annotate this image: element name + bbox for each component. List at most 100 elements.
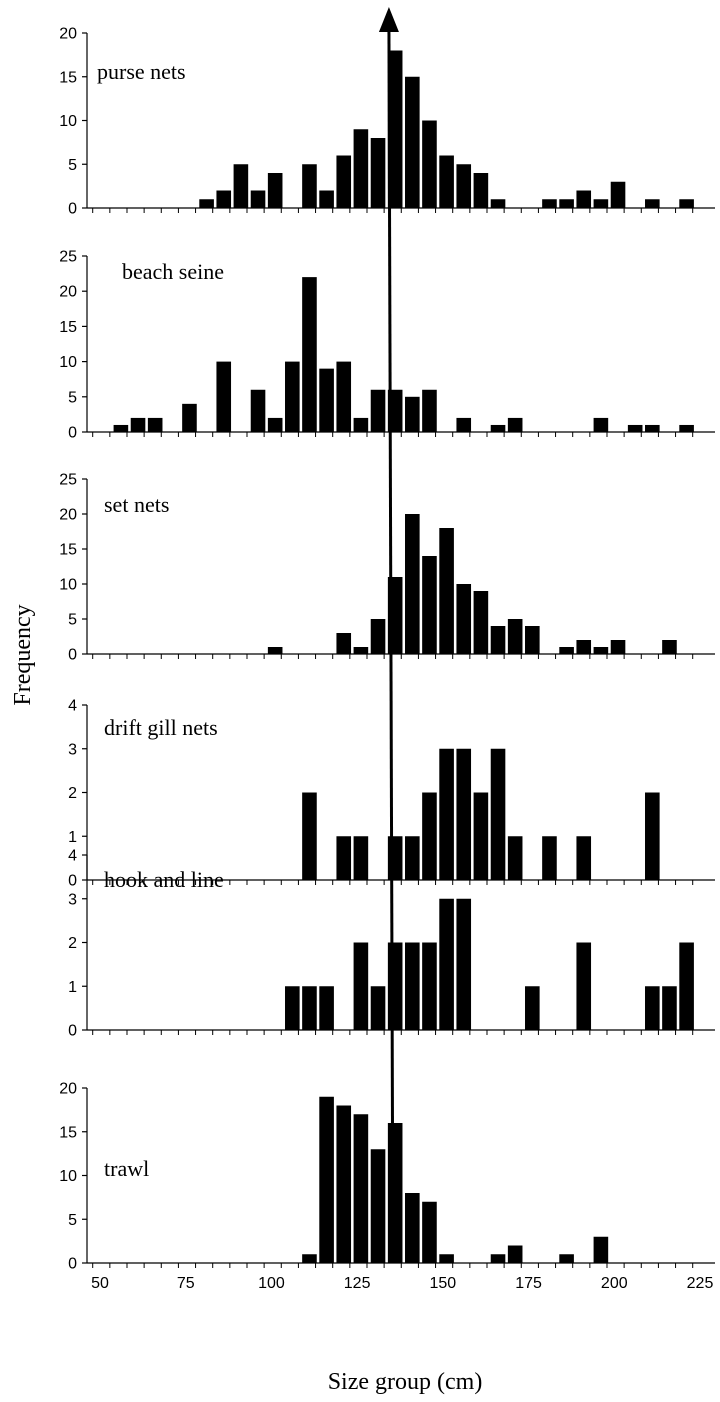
bar — [319, 986, 334, 1030]
y-tick-label: 15 — [59, 542, 77, 559]
y-tick-label: 25 — [59, 249, 77, 266]
bar — [336, 1105, 352, 1263]
bar — [507, 1245, 523, 1263]
x-tick-label: 100 — [258, 1275, 285, 1292]
bar — [473, 173, 489, 208]
bar — [456, 417, 472, 432]
y-tick-label: 5 — [68, 157, 77, 174]
bar — [593, 417, 609, 432]
x-tick-label: 175 — [515, 1275, 542, 1292]
reference-arrow-icon — [378, 7, 399, 32]
bar — [113, 424, 129, 432]
bar — [405, 1193, 420, 1263]
y-tick-label: 15 — [59, 319, 77, 336]
bar — [182, 403, 197, 432]
panel-4: 0 1 2 3 4 drift gill nets — [68, 698, 715, 890]
x-tick-label: 225 — [687, 1275, 714, 1292]
y-tick-label: 0 — [68, 1023, 77, 1040]
bar — [456, 748, 472, 880]
bar — [525, 986, 540, 1030]
bar — [405, 76, 420, 208]
y-tick-label: 20 — [59, 1081, 77, 1098]
y-tick-label: 3 — [68, 891, 77, 908]
y-tick-label: 20 — [59, 507, 77, 524]
bar — [593, 647, 609, 654]
y-tick-label: 20 — [59, 26, 77, 43]
y-tick-label: 1 — [68, 829, 77, 846]
bar — [387, 942, 403, 1030]
bar — [353, 129, 369, 208]
bar — [645, 424, 660, 432]
bar — [559, 199, 574, 208]
bar — [627, 424, 643, 432]
bar — [645, 792, 660, 880]
bar — [233, 164, 249, 208]
panel-2: 0 5 10 15 20 25 beach seine — [59, 249, 715, 442]
panel-title: beach seine — [122, 259, 224, 284]
bar — [353, 1114, 369, 1263]
panel-title: drift gill nets — [104, 715, 218, 740]
bar — [353, 647, 369, 654]
bar — [267, 173, 283, 208]
bar — [456, 164, 472, 208]
y-tick-label: 10 — [59, 577, 77, 594]
bar — [370, 1149, 386, 1263]
bar — [285, 986, 300, 1030]
bar — [576, 640, 592, 654]
reference-line — [387, 25, 395, 1264]
x-tick-label: 125 — [344, 1275, 371, 1292]
bar — [422, 120, 437, 208]
y-tick-label: 0 — [68, 1256, 77, 1273]
panel-title: trawl — [104, 1156, 149, 1181]
y-tick-label: 15 — [59, 69, 77, 86]
bar — [456, 584, 472, 654]
bar — [387, 836, 403, 880]
x-axis-tick-labels: 50 75 100 125 150 175 200 225 — [91, 1275, 713, 1292]
bar — [267, 417, 283, 432]
bar — [473, 591, 489, 654]
y-tick-label: 10 — [59, 113, 77, 130]
y-tick-label: 0 — [68, 425, 77, 442]
bar — [559, 647, 574, 654]
y-tick-label: 10 — [59, 354, 77, 371]
bar — [610, 181, 626, 208]
bar — [336, 633, 352, 654]
bar — [422, 942, 437, 1030]
bar — [525, 626, 540, 654]
bar — [679, 942, 694, 1030]
bar — [353, 836, 369, 880]
bar — [353, 942, 369, 1030]
bar — [439, 155, 454, 208]
bar — [507, 417, 523, 432]
y-tick-label: 25 — [59, 472, 77, 489]
y-tick-label: 4 — [68, 698, 77, 715]
x-tick-label: 150 — [430, 1275, 457, 1292]
bar — [679, 199, 694, 208]
bar — [336, 836, 352, 880]
bar — [267, 647, 283, 654]
bar — [147, 417, 163, 432]
x-tick-label: 50 — [91, 1275, 109, 1292]
bar — [302, 277, 317, 432]
bar — [302, 986, 317, 1030]
bar — [370, 138, 386, 208]
y-tick-label: 1 — [68, 979, 77, 996]
bar — [507, 619, 523, 654]
y-tick-label: 5 — [68, 612, 77, 629]
x-tick-label: 200 — [601, 1275, 628, 1292]
y-tick-label: 4 — [68, 848, 77, 865]
y-tick-label: 0 — [68, 647, 77, 664]
bar — [302, 1254, 317, 1263]
bar — [439, 898, 454, 1030]
bar — [130, 417, 146, 432]
bar — [302, 792, 317, 880]
bar — [422, 389, 437, 432]
bar — [336, 155, 352, 208]
reference-line-group — [378, 7, 399, 1264]
bar — [439, 528, 454, 654]
x-tick-label: 75 — [177, 1275, 195, 1292]
bar — [662, 640, 677, 654]
bar — [216, 190, 232, 208]
bar — [593, 199, 609, 208]
